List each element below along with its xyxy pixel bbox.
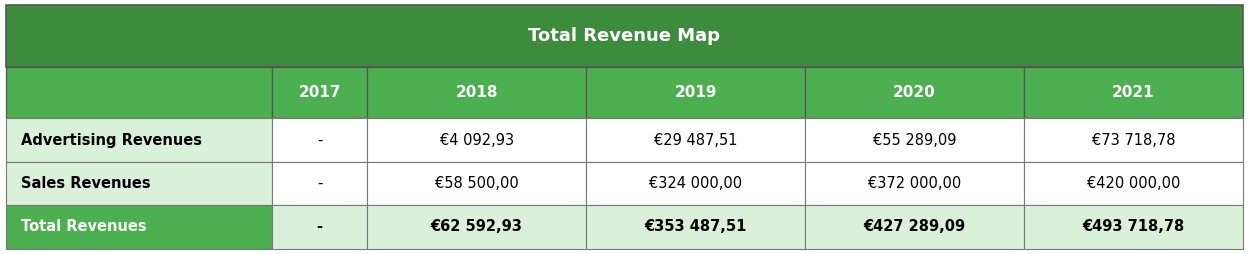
Bar: [6, 118, 272, 162]
Bar: [586, 205, 806, 249]
Text: Sales Revenues: Sales Revenues: [21, 176, 151, 191]
Bar: [586, 162, 806, 205]
Text: 2020: 2020: [893, 85, 936, 100]
Bar: [806, 162, 1024, 205]
Bar: [1024, 205, 1243, 249]
Bar: [367, 118, 586, 162]
Bar: [6, 162, 272, 205]
Bar: [806, 205, 1024, 249]
Text: -: -: [317, 133, 322, 148]
Bar: [272, 67, 367, 118]
Text: 2021: 2021: [1112, 85, 1154, 100]
Text: €4 092,93: €4 092,93: [440, 133, 513, 148]
Bar: [272, 118, 367, 162]
Text: Total Revenues: Total Revenues: [21, 219, 147, 234]
Bar: [806, 67, 1024, 118]
Text: €420 000,00: €420 000,00: [1087, 176, 1180, 191]
Text: Total Revenue Map: Total Revenue Map: [528, 27, 721, 45]
Text: -: -: [317, 219, 322, 234]
Text: €58 500,00: €58 500,00: [435, 176, 518, 191]
Bar: [6, 67, 272, 118]
Text: 2017: 2017: [299, 85, 341, 100]
Bar: [806, 118, 1024, 162]
Bar: [6, 5, 1243, 67]
Bar: [586, 67, 806, 118]
Bar: [6, 205, 272, 249]
Text: €353 487,51: €353 487,51: [644, 219, 747, 234]
Bar: [367, 162, 586, 205]
Bar: [272, 162, 367, 205]
Bar: [1024, 118, 1243, 162]
Text: €372 000,00: €372 000,00: [868, 176, 960, 191]
Text: 2019: 2019: [674, 85, 717, 100]
Text: €55 289,09: €55 289,09: [873, 133, 957, 148]
Bar: [586, 118, 806, 162]
Bar: [1024, 67, 1243, 118]
Text: €29 487,51: €29 487,51: [653, 133, 737, 148]
Text: €62 592,93: €62 592,93: [431, 219, 522, 234]
Bar: [272, 205, 367, 249]
Text: €493 718,78: €493 718,78: [1082, 219, 1184, 234]
Bar: [367, 205, 586, 249]
Text: Advertising Revenues: Advertising Revenues: [21, 133, 202, 148]
Text: -: -: [317, 176, 322, 191]
Bar: [367, 67, 586, 118]
Text: €73 718,78: €73 718,78: [1092, 133, 1175, 148]
Text: €324 000,00: €324 000,00: [649, 176, 742, 191]
Text: 2018: 2018: [456, 85, 498, 100]
Text: €427 289,09: €427 289,09: [863, 219, 965, 234]
Bar: [1024, 162, 1243, 205]
